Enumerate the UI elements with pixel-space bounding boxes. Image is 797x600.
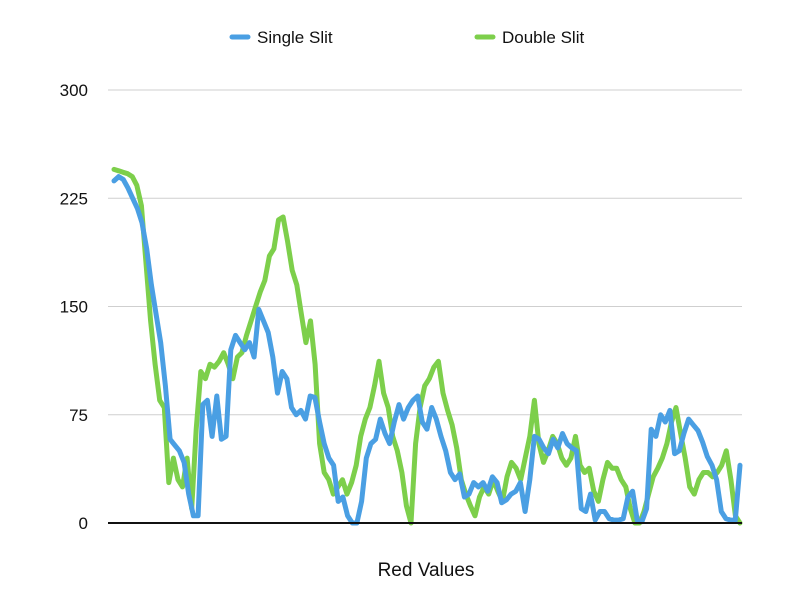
legend-label-single-slit: Single Slit bbox=[257, 28, 333, 47]
x-axis-title: Red Values bbox=[378, 560, 475, 581]
y-tick-label: 300 bbox=[60, 81, 88, 100]
legend: Single Slit Double Slit bbox=[229, 28, 584, 47]
gridlines bbox=[108, 89, 742, 416]
y-tick-label: 150 bbox=[60, 298, 88, 317]
y-tick-label: 225 bbox=[60, 189, 88, 208]
y-tick-label: 0 bbox=[79, 514, 88, 533]
series-line-single-slit bbox=[111, 174, 743, 526]
legend-label-double-slit: Double Slit bbox=[502, 28, 584, 47]
series-layer bbox=[111, 166, 743, 526]
series-line-double-slit bbox=[111, 166, 743, 526]
y-axis-tick-labels: 0 75 150 225 300 bbox=[60, 81, 88, 533]
y-tick-label: 75 bbox=[69, 406, 88, 425]
